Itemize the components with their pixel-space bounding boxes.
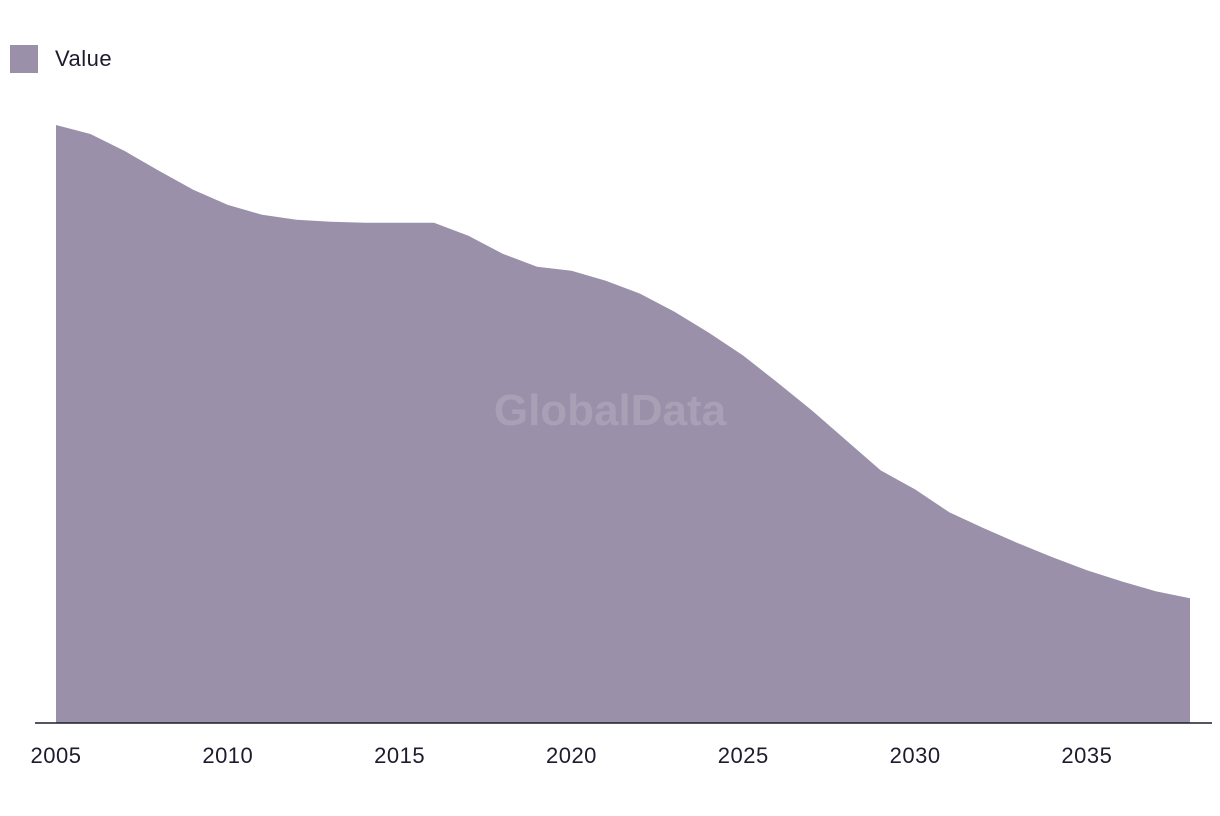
x-tick-label: 2035 xyxy=(1061,743,1112,768)
area-series-value xyxy=(56,125,1190,723)
x-tick-label: 2015 xyxy=(374,743,425,768)
x-tick-label: 2025 xyxy=(718,743,769,768)
legend-swatch xyxy=(10,45,38,73)
x-tick-label: 2020 xyxy=(546,743,597,768)
legend-label: Value xyxy=(55,46,113,71)
x-tick-label: 2030 xyxy=(890,743,941,768)
x-tick-label: 2010 xyxy=(202,743,253,768)
x-tick-label: 2005 xyxy=(31,743,82,768)
watermark: GlobalData xyxy=(494,386,727,435)
legend: Value xyxy=(10,45,112,73)
